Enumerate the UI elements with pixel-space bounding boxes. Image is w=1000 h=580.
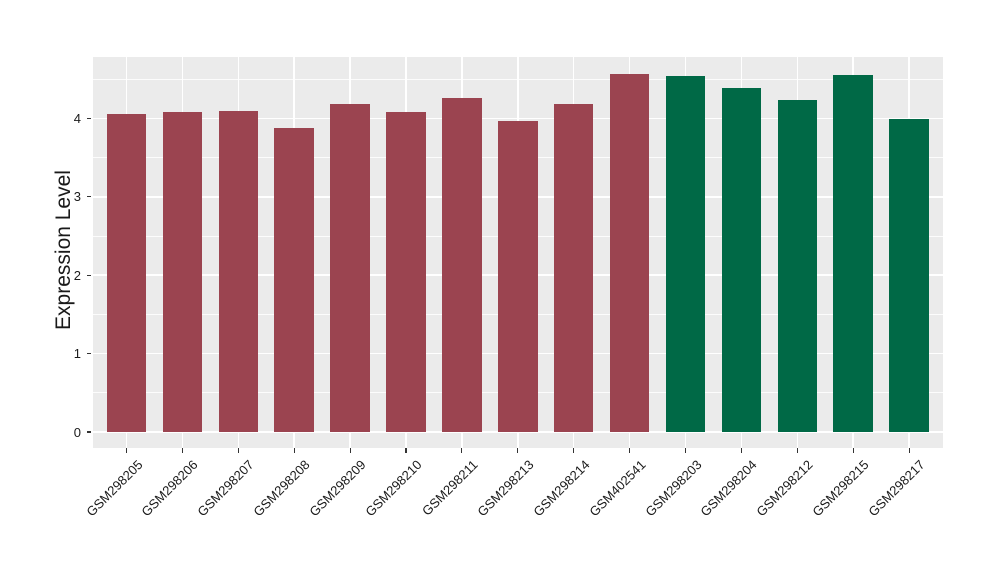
x-tick-label-GSM298206: GSM298206 <box>138 457 201 520</box>
bar-GSM298212 <box>777 100 818 432</box>
x-tick-mark <box>517 448 519 453</box>
y-tick-mark <box>86 431 91 433</box>
x-tick-label-GSM298205: GSM298205 <box>82 457 146 520</box>
x-tick-mark <box>852 448 854 453</box>
y-tick-mark <box>86 353 91 355</box>
y-tick-label: 4 <box>73 110 81 126</box>
y-tick-mark <box>86 274 91 276</box>
bar-GSM298205 <box>106 114 147 432</box>
x-tick-mark <box>293 448 295 453</box>
x-tick-mark <box>237 448 239 453</box>
bar-GSM298214 <box>553 103 594 432</box>
x-tick-label-GSM298209: GSM298209 <box>306 457 369 520</box>
x-tick-mark <box>405 448 407 453</box>
y-tick-label: 1 <box>73 346 81 362</box>
bar-GSM298204 <box>721 87 762 432</box>
bar-GSM402541 <box>609 73 650 432</box>
bar-GSM298203 <box>665 76 706 432</box>
x-tick-label-GSM298214: GSM298214 <box>530 457 593 520</box>
x-tick-label-GSM298210: GSM298210 <box>362 457 425 520</box>
x-tick-label-GSM298217: GSM298217 <box>865 457 928 520</box>
x-tick-label-GSM298207: GSM298207 <box>194 457 257 520</box>
bar-GSM298207 <box>218 111 259 432</box>
y-tick-mark <box>86 196 91 198</box>
bar-GSM298217 <box>889 119 929 432</box>
bar-GSM298215 <box>833 75 873 432</box>
x-tick-mark <box>796 448 798 453</box>
x-tick-mark <box>684 448 687 453</box>
x-tick-label-GSM298204: GSM298204 <box>697 457 760 520</box>
y-tick-label: 3 <box>73 189 81 205</box>
bar-GSM298208 <box>274 127 314 432</box>
x-tick-mark <box>740 448 742 453</box>
x-tick-mark <box>125 448 128 453</box>
bar-GSM298211 <box>442 98 482 432</box>
bar-GSM298213 <box>498 120 538 432</box>
x-tick-label-GSM298215: GSM298215 <box>809 457 872 520</box>
plot-area <box>93 57 943 448</box>
x-tick-label-GSM298211: GSM298211 <box>418 457 481 519</box>
x-tick-mark <box>629 448 631 453</box>
x-tick-mark <box>908 448 910 453</box>
x-tick-label-GSM298212: GSM298212 <box>753 457 816 520</box>
x-tick-mark <box>181 448 183 453</box>
x-tick-mark <box>573 448 575 453</box>
x-tick-label-GSM298208: GSM298208 <box>250 457 313 520</box>
x-tick-label-GSM298203: GSM298203 <box>641 457 705 520</box>
x-tick-mark <box>461 448 463 453</box>
bar-GSM298210 <box>386 112 426 432</box>
x-tick-label-GSM298213: GSM298213 <box>474 457 537 520</box>
x-tick-mark <box>349 448 351 453</box>
bar-GSM298209 <box>330 104 370 432</box>
x-tick-label-GSM402541: GSM402541 <box>585 457 649 520</box>
y-tick-label: 0 <box>73 424 81 440</box>
bar-GSM298206 <box>162 112 203 432</box>
y-tick-label: 2 <box>73 267 81 283</box>
y-tick-mark <box>86 117 91 119</box>
y-axis-title: Expression Level <box>52 170 75 330</box>
